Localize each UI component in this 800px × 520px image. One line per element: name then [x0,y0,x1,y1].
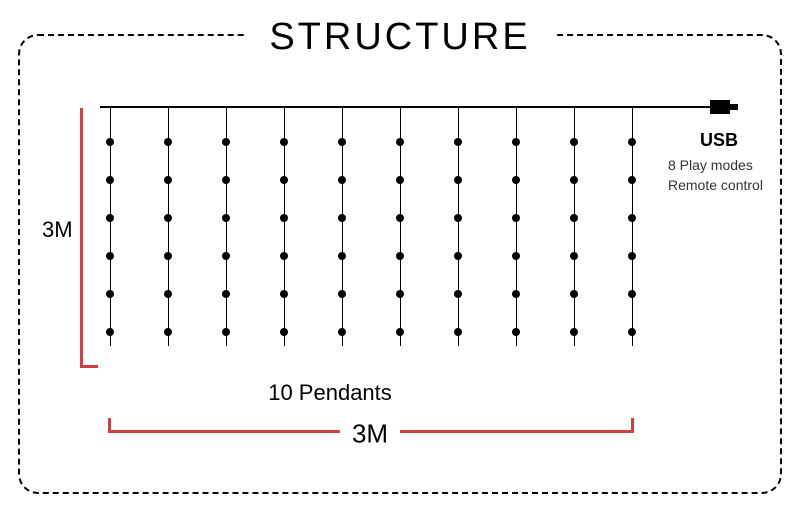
bulb-icon [512,252,520,260]
bulb-icon [164,290,172,298]
bulb-icon [512,214,520,222]
bulb-icon [396,252,404,260]
bulb-icon [222,252,230,260]
bulb-icon [628,214,636,222]
bulb-icon [106,290,114,298]
bulb-icon [222,328,230,336]
bulb-icon [338,328,346,336]
bulb-icon [164,138,172,146]
bulb-icon [222,214,230,222]
height-dimension-label: 3M [42,217,73,243]
usb-tip-icon [730,104,738,110]
bulb-icon [396,214,404,222]
bulb-icon [454,176,462,184]
usb-plug-icon [710,100,730,114]
bulb-icon [106,214,114,222]
bulb-icon [628,290,636,298]
bulb-icon [222,290,230,298]
bulb-icon [396,328,404,336]
bulb-icon [338,290,346,298]
bulb-icon [454,214,462,222]
bulb-icon [338,176,346,184]
bulb-icon [106,252,114,260]
bulb-icon [338,214,346,222]
bulb-icon [396,138,404,146]
bulb-icon [570,138,578,146]
bulb-icon [570,252,578,260]
bulb-icon [628,138,636,146]
bulb-icon [512,138,520,146]
bulb-icon [628,328,636,336]
diagram-title: STRUCTURE [245,16,554,59]
bulb-icon [222,176,230,184]
bulb-icon [106,176,114,184]
bulb-icon [280,328,288,336]
height-dimension-bracket [80,108,98,368]
bulb-icon [454,138,462,146]
feature-line-1: 8 Play modes [668,156,763,176]
bulb-icon [512,290,520,298]
pendants-count-label: 10 Pendants [268,380,392,406]
bulb-icon [512,176,520,184]
bulb-icon [338,138,346,146]
bulb-icon [570,290,578,298]
bulb-icon [454,328,462,336]
bulb-icon [628,252,636,260]
bulb-icon [164,252,172,260]
bulb-icon [164,328,172,336]
bulb-icon [512,328,520,336]
bulb-icon [628,176,636,184]
bulb-icon [396,290,404,298]
usb-label: USB [700,130,738,151]
width-tick-left [108,418,111,430]
bulb-icon [280,290,288,298]
bulb-icon [164,214,172,222]
bulb-icon [454,290,462,298]
bulb-icon [280,214,288,222]
bulb-icon [280,176,288,184]
width-tick-right [631,418,634,430]
curtain-rail [100,106,630,108]
bulb-icon [570,214,578,222]
width-dimension-label: 3M [352,419,388,450]
bulb-icon [164,176,172,184]
bulb-icon [570,328,578,336]
usb-cable [630,106,710,108]
bulb-icon [106,328,114,336]
bulb-icon [106,138,114,146]
bulb-icon [396,176,404,184]
bulb-icon [280,138,288,146]
width-bar-left [108,430,340,433]
bulb-icon [222,138,230,146]
feature-line-2: Remote control [668,176,763,196]
bulb-icon [338,252,346,260]
bulb-icon [570,176,578,184]
width-bar-right [400,430,634,433]
usb-features: 8 Play modes Remote control [668,156,763,195]
bulb-icon [280,252,288,260]
bulb-icon [454,252,462,260]
